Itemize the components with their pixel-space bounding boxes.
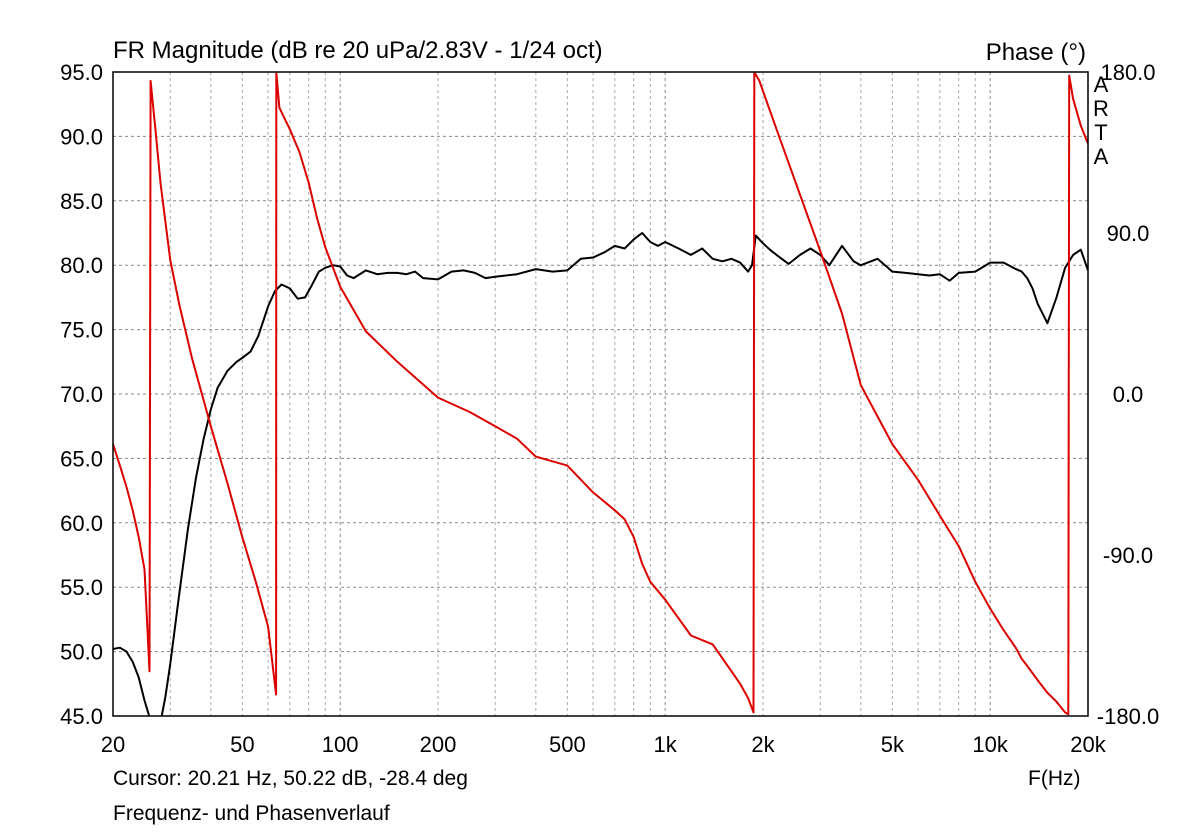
y-tick-label: 45.0 (60, 704, 103, 729)
brand-letter: T (1094, 120, 1107, 145)
x-tick-label: 5k (881, 732, 905, 757)
x-tick-label: 100 (322, 732, 359, 757)
phase-tick-label: 90.0 (1107, 221, 1150, 246)
x-tick-label: 1k (654, 732, 678, 757)
cursor-readout: Cursor: 20.21 Hz, 50.22 dB, -28.4 deg (113, 767, 468, 790)
y-tick-label: 70.0 (60, 382, 103, 407)
y-tick-label: 55.0 (60, 575, 103, 600)
y-tick-label: 85.0 (60, 189, 103, 214)
x-tick-label: 200 (420, 732, 457, 757)
x-tick-label: 20k (1070, 732, 1106, 757)
x-axis-label: F(Hz) (1028, 767, 1081, 790)
y-axis-ticks: 95.0 90.0 85.0 80.0 75.0 70.0 65.0 60.0 55.0 50.0… (60, 60, 103, 729)
phase-tick-label: 0.0 (1113, 382, 1144, 407)
x-tick-label: 20 (101, 732, 125, 757)
grid (113, 72, 1088, 716)
brand-letter: R (1093, 96, 1109, 121)
x-tick-label: 2k (751, 732, 775, 757)
series-group (113, 72, 1088, 716)
brand-letter: A (1094, 72, 1109, 97)
x-tick-label: 10k (972, 732, 1008, 757)
phase-axis-ticks: 180.0 90.0 0.0 -90.0 -180.0 (1097, 60, 1159, 729)
y-tick-label: 95.0 (60, 60, 103, 85)
phase-tick-label: -180.0 (1097, 704, 1159, 729)
y-tick-label: 65.0 (60, 446, 103, 471)
phase-tick-label: -90.0 (1103, 543, 1153, 568)
y-tick-label: 80.0 (60, 253, 103, 278)
phase-series-line (113, 72, 1088, 716)
plot-frame (112, 71, 1089, 717)
y-tick-label: 60.0 (60, 511, 103, 536)
x-axis-ticks: 20 50 100 200 500 1k 2k 5k 10k 20k (101, 732, 1107, 757)
y-tick-label: 75.0 (60, 318, 103, 343)
chart-caption: Frequenz- und Phasenverlauf (113, 802, 390, 825)
y-tick-label: 50.0 (60, 640, 103, 665)
chart-title: FR Magnitude (dB re 20 uPa/2.83V - 1/24 … (113, 37, 603, 64)
x-tick-label: 50 (230, 732, 254, 757)
x-tick-label: 500 (549, 732, 586, 757)
magnitude-series-line (113, 232, 1088, 716)
phase-tick-label: 180.0 (1100, 60, 1155, 85)
y-tick-label: 90.0 (60, 124, 103, 149)
phase-axis-label: Phase (°) (986, 39, 1086, 66)
brand-letter: A (1094, 144, 1109, 169)
